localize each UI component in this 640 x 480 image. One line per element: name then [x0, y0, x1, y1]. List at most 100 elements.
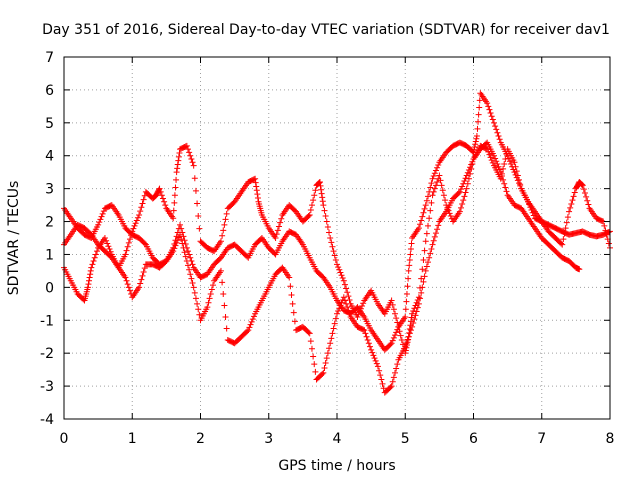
data-point [190, 284, 197, 291]
data-point [390, 374, 397, 381]
data-point [184, 146, 191, 153]
data-point [189, 159, 196, 166]
data-point [183, 258, 190, 265]
data-point [182, 241, 189, 248]
data-point [252, 179, 259, 186]
data-point [489, 159, 496, 166]
data-point [104, 240, 111, 247]
data-point [526, 201, 533, 208]
data-point [457, 204, 464, 211]
data-point [388, 340, 395, 347]
data-point [89, 261, 96, 268]
data-point [493, 158, 500, 165]
data-point [140, 196, 147, 203]
data-point [345, 307, 352, 314]
data-point [248, 318, 255, 325]
data-point [181, 249, 188, 256]
data-point [363, 333, 370, 340]
data-point [369, 349, 376, 356]
data-point [420, 209, 427, 216]
data-point [463, 172, 470, 179]
data-point [380, 385, 387, 392]
data-point [191, 289, 198, 296]
data-point [137, 208, 144, 215]
data-point [106, 245, 113, 252]
data-point [321, 364, 328, 371]
y-tick-label: 0 [45, 280, 54, 296]
data-point [476, 104, 483, 111]
data-point [456, 208, 463, 215]
data-point [344, 289, 351, 296]
data-point [323, 218, 330, 225]
data-point [318, 190, 325, 197]
data-point [418, 217, 425, 224]
data-point [307, 338, 314, 345]
data-point [272, 235, 279, 241]
data-point [100, 208, 107, 215]
data-point [188, 275, 195, 282]
data-point [310, 353, 317, 360]
series-track-B [61, 139, 583, 396]
data-point [428, 180, 435, 187]
data-point [469, 160, 476, 167]
data-point [184, 262, 191, 269]
data-point [275, 223, 282, 230]
data-point [559, 241, 566, 248]
data-point [419, 266, 426, 273]
data-point [407, 251, 414, 258]
data-point [388, 383, 395, 390]
data-point [274, 227, 281, 234]
data-point [429, 175, 436, 182]
y-tick-label: 1 [45, 247, 54, 263]
data-point [327, 235, 334, 241]
data-point [184, 248, 191, 255]
x-tick-label: 1 [128, 431, 137, 447]
data-point [277, 219, 284, 226]
data-point [171, 245, 178, 252]
data-point [341, 297, 348, 304]
data-point [569, 197, 576, 204]
data-point [426, 254, 433, 261]
data-point [316, 179, 323, 186]
data-point [406, 256, 413, 263]
data-point [563, 219, 570, 226]
data-point [476, 97, 483, 104]
data-point [98, 213, 105, 220]
data-point [126, 236, 133, 243]
data-point [171, 199, 178, 206]
data-point [362, 330, 369, 337]
data-point [404, 339, 411, 346]
data-point [431, 233, 438, 240]
data-point [107, 248, 114, 255]
data-point [406, 326, 413, 333]
x-tick-label: 2 [196, 431, 205, 447]
data-point [174, 161, 181, 168]
data-point [360, 326, 367, 333]
axis-ticks [63, 56, 611, 420]
data-point [217, 267, 224, 274]
data-point [484, 146, 491, 153]
data-point [473, 135, 480, 142]
data-point [528, 207, 535, 214]
data-point [471, 146, 478, 153]
data-points [61, 90, 613, 396]
data-point [568, 200, 575, 207]
data-point [337, 269, 344, 276]
data-point [500, 165, 507, 172]
data-point [170, 215, 177, 222]
data-point [329, 243, 336, 250]
data-point [438, 182, 445, 189]
data-point [387, 384, 394, 391]
data-point [506, 158, 513, 165]
data-point [406, 329, 413, 336]
data-point [332, 315, 339, 322]
data-point [432, 182, 439, 189]
data-point [334, 310, 340, 317]
data-point [186, 251, 193, 258]
data-point [273, 231, 280, 238]
data-point [580, 186, 587, 193]
data-point [447, 213, 454, 220]
data-point [494, 129, 501, 136]
data-point [402, 306, 409, 313]
